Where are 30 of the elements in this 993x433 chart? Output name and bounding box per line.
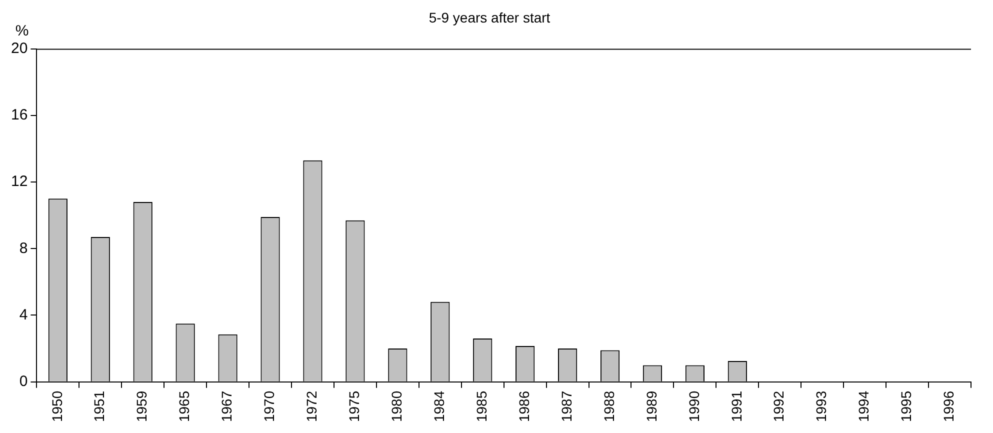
x-tick-label: 1992 [770,390,787,422]
x-tick-label: 1970 [261,390,278,422]
x-tick-label: 1993 [813,390,830,422]
x-tick-label: 1967 [218,390,235,422]
y-tick-label: 0 [19,372,28,390]
x-tick-label: 1972 [304,390,320,422]
x-tick-label: 1996 [940,390,957,422]
x-tick-label: 1985 [473,390,490,422]
x-tick-label: 1995 [898,390,914,422]
x-tick-label: 1987 [558,390,574,422]
x-tick-label: 1980 [388,390,405,422]
y-tick-label: 4 [19,306,28,324]
x-tick-label: 1984 [431,390,447,422]
x-tick-label: 1951 [91,390,108,422]
chart-title: 5-9 years after start [428,9,550,26]
x-tick-label: 1950 [48,390,65,422]
y-axis-title: % [15,22,29,40]
x-tick-label: 1986 [516,390,532,422]
x-tick-label: 1994 [856,390,872,422]
x-tick-label: 1988 [600,390,617,422]
x-tick-label: 1989 [643,390,660,422]
y-tick-label: 12 [10,173,28,190]
x-tick-label: 1991 [728,390,744,422]
x-tick-label: 1990 [686,390,702,422]
y-tick-label: 16 [10,106,28,124]
x-tick-label: 1965 [176,390,192,422]
y-tick-label: 8 [19,240,28,257]
x-tick-label: 1975 [346,390,362,422]
x-tick-label: 1959 [134,390,150,422]
y-tick-label: 20 [10,40,28,57]
